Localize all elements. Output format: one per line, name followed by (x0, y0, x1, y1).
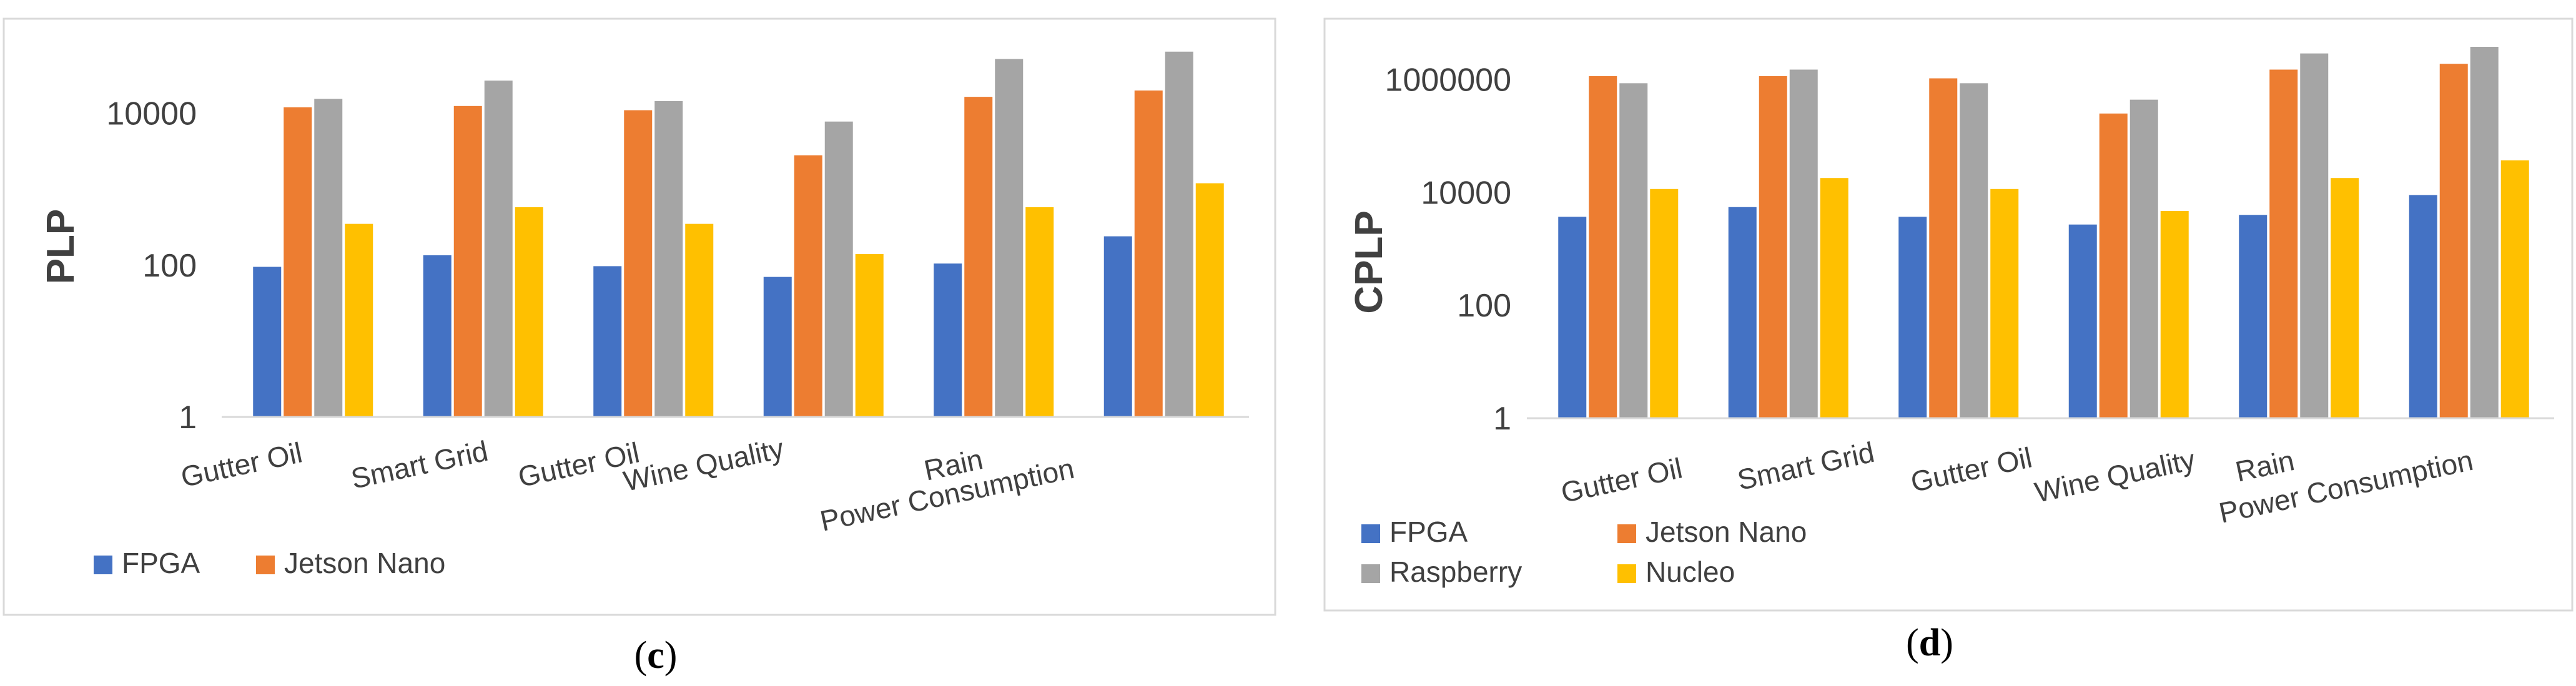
bar-jetson-nano (1134, 90, 1163, 417)
bar-fpga (253, 267, 282, 417)
bar-raspberry (1960, 83, 1988, 418)
legend-label: Nucleo (1646, 556, 1735, 588)
bar-jetson-nano (2099, 113, 2128, 418)
bar-nucleo (1195, 183, 1224, 417)
y-axis-title: CPLP (1348, 210, 1391, 313)
bar-nucleo (1025, 207, 1054, 417)
bar-nucleo (855, 254, 884, 417)
bar-jetson-nano (1929, 78, 1958, 418)
y-tick-label: 1000000 (1385, 62, 1511, 98)
legend-swatch (256, 556, 275, 574)
bar-jetson-nano (453, 105, 482, 417)
bar-raspberry (654, 100, 683, 417)
y-tick-label: 100 (142, 248, 197, 284)
panel-label-c: (c) (634, 634, 678, 677)
bar-jetson-nano (624, 110, 653, 417)
panel-label-d: (d) (1906, 622, 1953, 664)
bar-jetson-nano (794, 155, 822, 418)
bar-nucleo (345, 223, 373, 417)
bar-jetson-nano (2439, 64, 2468, 418)
legend-swatch (1361, 564, 1380, 583)
bar-nucleo (1990, 189, 2019, 418)
bar-fpga (2409, 195, 2437, 418)
legend-label: Jetson Nano (1646, 516, 1807, 548)
y-tick-label: 100 (1457, 288, 1511, 324)
bar-fpga (2239, 215, 2268, 418)
legend-label: FPGA (1389, 516, 1468, 548)
bar-nucleo (685, 223, 714, 417)
legend-swatch (94, 556, 112, 574)
bar-fpga (423, 255, 452, 417)
bar-fpga (1898, 217, 1927, 418)
bar-raspberry (2470, 46, 2499, 418)
bar-raspberry (484, 81, 513, 417)
bar-fpga (934, 263, 962, 417)
bar-raspberry (1165, 51, 1193, 417)
bar-raspberry (824, 121, 853, 417)
bar-raspberry (2129, 99, 2158, 418)
legend-label: Raspberry (1389, 556, 1522, 588)
y-tick-label: 1 (1493, 401, 1511, 437)
legend-label: Jetson Nano (284, 547, 445, 579)
bar-fpga (593, 266, 622, 417)
bar-raspberry (1619, 83, 1648, 418)
bar-jetson-nano (284, 107, 312, 417)
y-tick-label: 1 (179, 399, 197, 436)
legend-swatch (1361, 524, 1380, 543)
bar-fpga (763, 277, 792, 417)
bar-jetson-nano (964, 97, 993, 418)
bar-fpga (1558, 217, 1587, 418)
y-tick-label: 10000 (106, 96, 197, 132)
bar-fpga (2068, 224, 2097, 418)
bar-nucleo (1820, 178, 1848, 418)
bar-nucleo (2160, 210, 2189, 418)
bar-raspberry (2300, 53, 2329, 419)
y-axis-title: PLP (39, 209, 82, 285)
bar-jetson-nano (1759, 76, 1787, 418)
bar-raspberry (995, 59, 1024, 417)
bar-nucleo (2331, 178, 2359, 418)
bar-raspberry (314, 99, 343, 417)
bar-jetson-nano (2269, 69, 2298, 419)
legend-label: FPGA (122, 547, 200, 579)
legend-swatch (1617, 564, 1636, 583)
bar-fpga (1728, 207, 1757, 418)
bar-nucleo (515, 207, 543, 417)
bar-nucleo (2500, 160, 2529, 418)
legend-swatch (1617, 524, 1636, 543)
bar-fpga (1103, 236, 1132, 417)
bar-jetson-nano (1589, 76, 1617, 418)
bar-raspberry (1789, 69, 1818, 419)
bar-nucleo (1650, 189, 1679, 418)
y-tick-label: 10000 (1421, 175, 1511, 211)
